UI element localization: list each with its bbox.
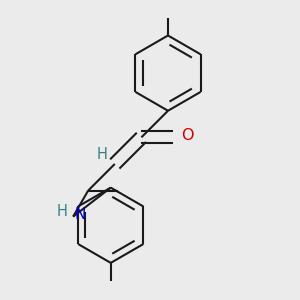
Text: N: N bbox=[75, 208, 86, 223]
Text: O: O bbox=[182, 128, 194, 143]
Text: H: H bbox=[97, 147, 108, 162]
Text: H: H bbox=[56, 204, 67, 219]
